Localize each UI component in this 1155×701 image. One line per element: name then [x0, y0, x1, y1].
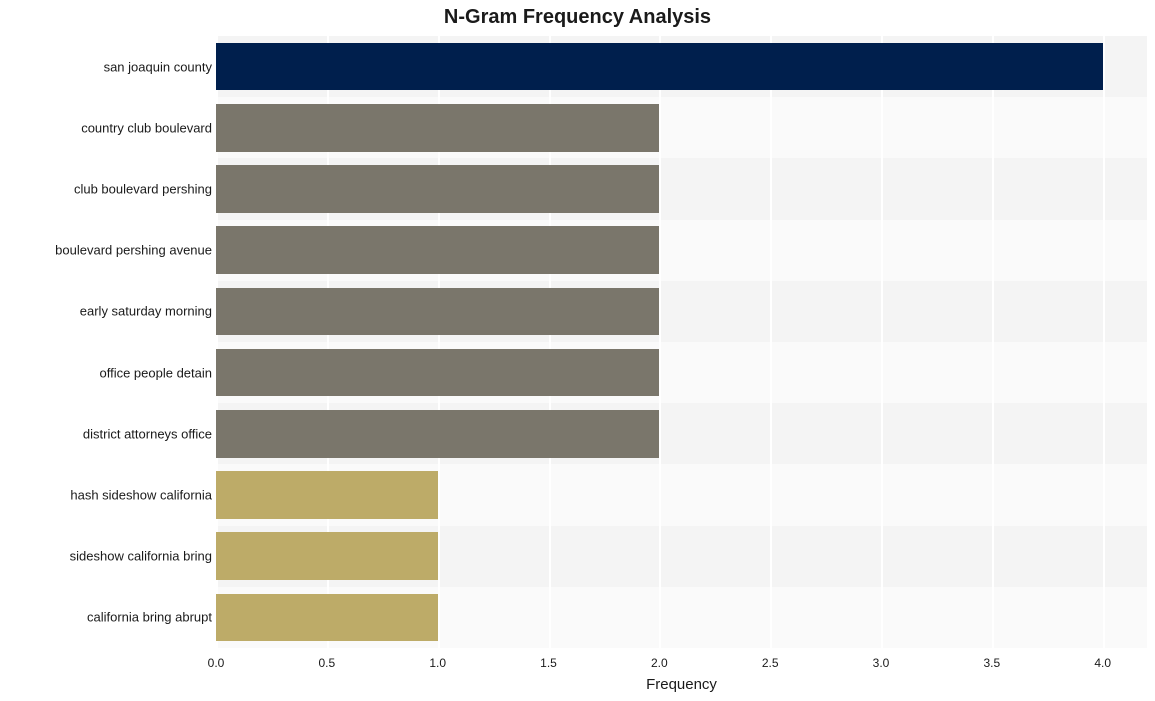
bar: [216, 43, 1103, 91]
bar: [216, 410, 659, 458]
y-axis-category-label: boulevard pershing avenue: [55, 243, 212, 258]
gridline: [659, 36, 661, 648]
x-axis-tick-label: 2.5: [762, 656, 779, 670]
ngram-frequency-chart: N-Gram Frequency Analysis san joaquin co…: [0, 0, 1155, 701]
y-axis-category-label: district attorneys office: [83, 426, 212, 441]
x-axis-tick-label: 3.0: [873, 656, 890, 670]
plot-area: [216, 36, 1147, 648]
bar: [216, 471, 438, 519]
y-axis-category-label: country club boulevard: [81, 120, 212, 135]
gridline: [992, 36, 994, 648]
gridline: [770, 36, 772, 648]
bar: [216, 165, 659, 213]
y-axis-category-label: hash sideshow california: [70, 488, 212, 503]
x-axis-tick-label: 0.5: [318, 656, 335, 670]
y-axis-category-label: office people detain: [99, 365, 212, 380]
x-axis-tick-label: 1.5: [540, 656, 557, 670]
y-axis-category-label: california bring abrupt: [87, 610, 212, 625]
x-axis-title: Frequency: [216, 676, 1147, 693]
gridline: [1103, 36, 1105, 648]
gridline: [881, 36, 883, 648]
x-axis-tick-label: 2.0: [651, 656, 668, 670]
x-axis-tick-label: 1.0: [429, 656, 446, 670]
y-axis-category-label: sideshow california bring: [70, 549, 212, 564]
x-axis-tick-label: 4.0: [1094, 656, 1111, 670]
y-axis-category-label: early saturday morning: [80, 304, 212, 319]
chart-title: N-Gram Frequency Analysis: [0, 6, 1155, 29]
bar: [216, 104, 659, 152]
y-axis-category-label: san joaquin county: [104, 59, 212, 74]
bar: [216, 594, 438, 642]
y-axis-category-label: club boulevard pershing: [74, 182, 212, 197]
bar: [216, 226, 659, 274]
x-axis-tick-label: 0.0: [208, 656, 225, 670]
bar: [216, 532, 438, 580]
bar: [216, 349, 659, 397]
x-axis-tick-label: 3.5: [983, 656, 1000, 670]
bar: [216, 288, 659, 336]
